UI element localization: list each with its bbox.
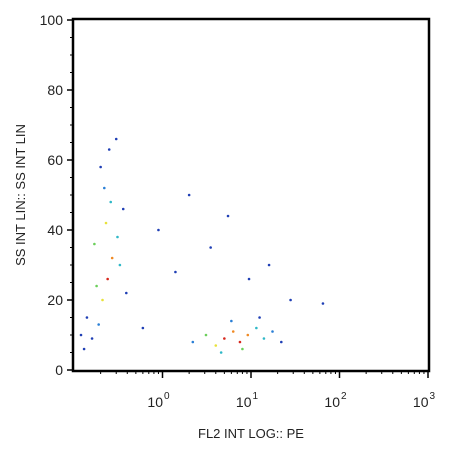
y-tick-label: 0 xyxy=(55,362,63,378)
data-point xyxy=(321,302,325,305)
data-point xyxy=(204,333,208,337)
data-point xyxy=(280,340,283,344)
data-point xyxy=(255,326,258,330)
data-point xyxy=(114,137,118,141)
data-point xyxy=(214,344,218,347)
data-point xyxy=(109,200,113,204)
data-point xyxy=(258,316,261,319)
data-point xyxy=(219,351,223,354)
data-point xyxy=(191,340,195,344)
data-point xyxy=(95,284,98,288)
y-tick-label: 40 xyxy=(47,222,63,238)
y-tick-label: 20 xyxy=(47,292,63,308)
data-point xyxy=(223,337,226,340)
data-point xyxy=(110,256,114,260)
data-point xyxy=(99,165,102,169)
data-point xyxy=(271,330,274,333)
data-point xyxy=(93,242,96,246)
y-tick-label: 100 xyxy=(40,12,64,28)
data-point xyxy=(246,333,250,337)
data-point xyxy=(106,277,109,281)
data-point xyxy=(85,316,89,319)
data-point xyxy=(82,347,86,351)
data-point xyxy=(141,326,145,330)
data-point xyxy=(226,214,230,218)
data-point xyxy=(247,277,251,281)
x-tick-label: 102 xyxy=(324,391,347,410)
data-point xyxy=(116,235,119,239)
y-axis-title: SS INT LIN:: SS INT LIN xyxy=(13,124,28,266)
data-point xyxy=(101,298,104,302)
x-tick-label: 100 xyxy=(147,391,170,410)
data-point xyxy=(90,337,94,340)
data-point xyxy=(97,323,100,326)
data-point xyxy=(118,263,122,267)
data-points xyxy=(79,137,325,354)
x-tick-label: 103 xyxy=(413,391,436,410)
data-point xyxy=(187,193,191,197)
data-point xyxy=(231,330,235,333)
x-tick-label: 101 xyxy=(236,391,259,410)
data-point xyxy=(238,340,242,344)
data-point xyxy=(267,263,271,267)
y-axis: 0 20 40 60 80 100 xyxy=(40,12,74,378)
data-point xyxy=(241,347,244,351)
data-point xyxy=(104,221,108,225)
y-tick-label: 80 xyxy=(47,82,63,98)
data-point xyxy=(107,148,111,151)
plot-frame xyxy=(71,17,431,373)
data-point xyxy=(209,246,212,249)
data-point xyxy=(174,270,177,274)
data-point xyxy=(103,186,106,190)
data-point xyxy=(121,207,125,211)
data-point xyxy=(289,298,292,302)
data-point xyxy=(230,319,233,323)
data-point xyxy=(79,333,83,337)
data-point xyxy=(262,337,266,340)
x-axis: 100 101 102 103 xyxy=(100,370,436,410)
x-axis-title: FL2 INT LOG:: PE xyxy=(198,426,304,441)
y-tick-label: 60 xyxy=(47,152,63,168)
data-point xyxy=(125,291,128,295)
data-point xyxy=(157,228,160,232)
